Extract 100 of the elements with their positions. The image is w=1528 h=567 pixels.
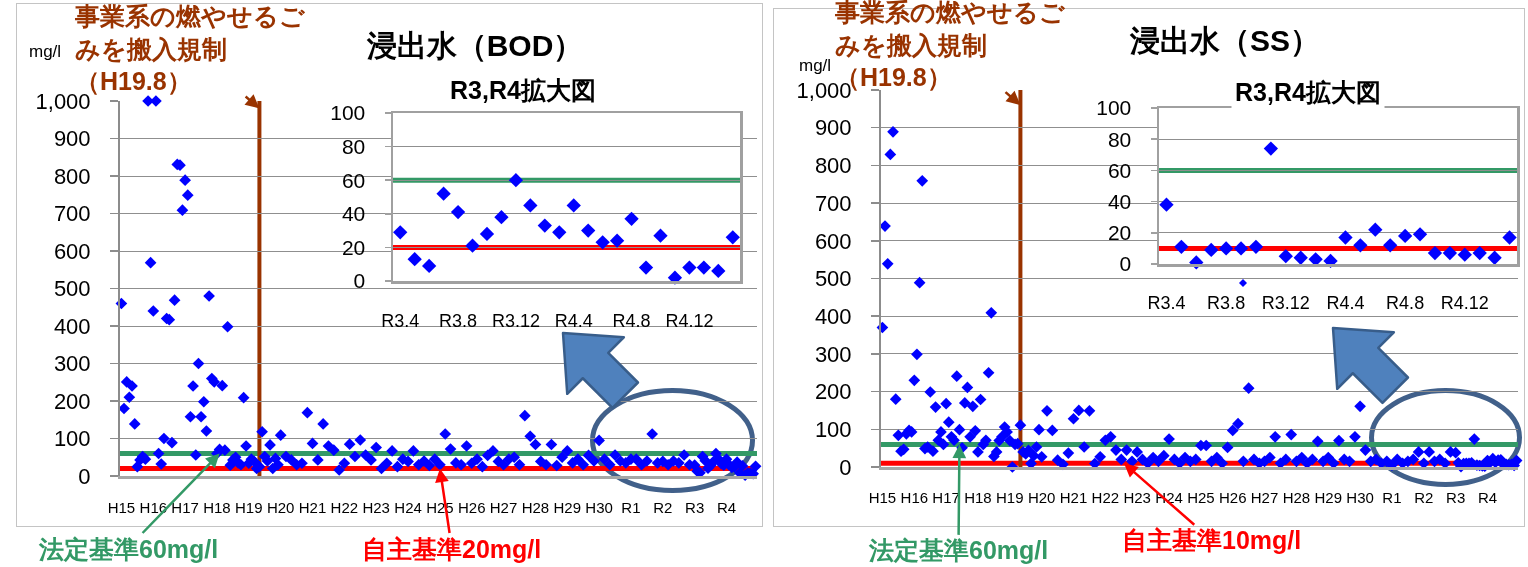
x-tick-label: H21 bbox=[1059, 489, 1088, 506]
chart-title: R3,R4拡大図 bbox=[450, 76, 596, 104]
x-tick-label: H26 bbox=[457, 499, 486, 516]
point bbox=[494, 210, 509, 225]
point bbox=[393, 225, 408, 240]
x-tick-label: R1 bbox=[1382, 489, 1402, 506]
x-tick-label: H26 bbox=[1218, 489, 1247, 506]
y-tick-label: 0 bbox=[78, 463, 91, 489]
point bbox=[1487, 250, 1502, 265]
annotation: 自主基準10mg/l bbox=[1122, 526, 1302, 554]
point bbox=[465, 238, 480, 253]
x-tick-label: H15 bbox=[868, 489, 897, 506]
x-tick-label: H22 bbox=[1091, 489, 1120, 506]
point bbox=[1263, 141, 1279, 156]
point bbox=[436, 186, 451, 201]
point bbox=[624, 211, 639, 226]
y-tick-label: 100 bbox=[1096, 96, 1132, 120]
chart-title: 浸出水（SS） bbox=[1128, 23, 1321, 57]
x-tick-label: H28 bbox=[1282, 489, 1311, 506]
x-tick-label: H28 bbox=[521, 499, 550, 516]
x-tick-label: R4.8 bbox=[612, 311, 651, 332]
point bbox=[581, 223, 596, 238]
y-tick-label: 300 bbox=[53, 351, 91, 377]
point bbox=[1457, 247, 1472, 262]
annotation: 自主基準20mg/l bbox=[362, 535, 542, 563]
y-tick-label: 100 bbox=[53, 426, 91, 452]
point bbox=[407, 252, 422, 267]
point bbox=[508, 173, 524, 188]
x-tick-label: H19 bbox=[996, 489, 1024, 506]
x-tick-label: H23 bbox=[1123, 489, 1151, 506]
x-tick-label: R1 bbox=[621, 499, 641, 516]
x-tick-label: H29 bbox=[1314, 489, 1343, 506]
x-tick-label: H27 bbox=[489, 499, 518, 516]
y-tick-label: 80 bbox=[341, 134, 366, 158]
x-tick-label: R4 bbox=[1477, 489, 1498, 506]
y-tick-label: 200 bbox=[53, 388, 91, 414]
chart-title: R3,R4拡大図 bbox=[1235, 78, 1381, 106]
point bbox=[595, 235, 610, 250]
y-axis-title: mg/l bbox=[29, 42, 62, 61]
y-tick-label: 0 bbox=[839, 454, 852, 480]
x-tick-label: R4.4 bbox=[554, 311, 593, 332]
x-tick-label: H24 bbox=[394, 499, 422, 516]
point bbox=[552, 225, 567, 240]
x-tick-label: H30 bbox=[1346, 489, 1374, 506]
y-axis-title: mg/l bbox=[799, 56, 832, 75]
y-tick-label: 900 bbox=[53, 126, 91, 152]
point bbox=[1233, 241, 1249, 256]
point bbox=[1353, 238, 1368, 253]
y-tick-label: 100 bbox=[814, 417, 852, 442]
x-tick-label: H27 bbox=[1250, 489, 1279, 506]
point bbox=[682, 260, 697, 275]
x-tick-label: R4 bbox=[716, 499, 737, 516]
x-tick-label: H23 bbox=[362, 499, 390, 516]
point bbox=[1472, 245, 1487, 261]
y-tick-label: 600 bbox=[53, 238, 91, 264]
x-tick-label: H21 bbox=[298, 499, 327, 516]
x-tick-label: H18 bbox=[964, 489, 992, 506]
point bbox=[1368, 222, 1383, 237]
point bbox=[566, 198, 581, 213]
point bbox=[1174, 239, 1189, 254]
y-tick-label: 300 bbox=[814, 341, 852, 367]
point bbox=[1397, 228, 1413, 244]
y-tick-label: 40 bbox=[1107, 189, 1132, 213]
y-tick-label: 500 bbox=[814, 266, 852, 292]
y-tick-label: 400 bbox=[53, 313, 91, 339]
point bbox=[609, 233, 625, 248]
point bbox=[711, 263, 726, 279]
point bbox=[1248, 239, 1264, 254]
x-tick-label: R3 bbox=[685, 499, 705, 516]
point bbox=[696, 260, 711, 275]
y-tick-label: 200 bbox=[814, 379, 852, 405]
point bbox=[1204, 242, 1219, 258]
x-tick-label: R3.12 bbox=[1261, 293, 1310, 314]
annotation: 法定基準60mg/l bbox=[38, 535, 219, 563]
point bbox=[450, 204, 466, 220]
x-tick-label: H20 bbox=[266, 499, 295, 516]
point bbox=[638, 260, 654, 275]
x-tick-label: H15 bbox=[107, 499, 136, 516]
y-tick-label: 500 bbox=[53, 276, 91, 302]
x-tick-label: R3.8 bbox=[1207, 293, 1246, 314]
x-tick-label: H30 bbox=[585, 499, 613, 516]
y-tick-label: 900 bbox=[814, 115, 852, 141]
y-tick-label: 800 bbox=[814, 153, 852, 179]
point bbox=[1442, 245, 1458, 261]
point bbox=[537, 218, 552, 233]
x-tick-label: H22 bbox=[330, 499, 359, 516]
y-tick-label: 20 bbox=[1107, 221, 1132, 245]
point bbox=[1427, 245, 1443, 261]
point bbox=[523, 198, 538, 213]
point bbox=[1412, 227, 1428, 242]
point bbox=[422, 258, 437, 274]
point bbox=[1383, 238, 1398, 253]
y-tick-label: 60 bbox=[1107, 158, 1132, 182]
x-tick-label: R4.8 bbox=[1386, 293, 1425, 314]
y-tick-label: 80 bbox=[1107, 127, 1132, 151]
point bbox=[479, 226, 495, 242]
y-tick-label: 600 bbox=[814, 228, 852, 254]
x-tick-label: R2 bbox=[653, 499, 673, 516]
x-tick-label: R3.4 bbox=[381, 311, 420, 332]
point bbox=[1338, 230, 1353, 245]
